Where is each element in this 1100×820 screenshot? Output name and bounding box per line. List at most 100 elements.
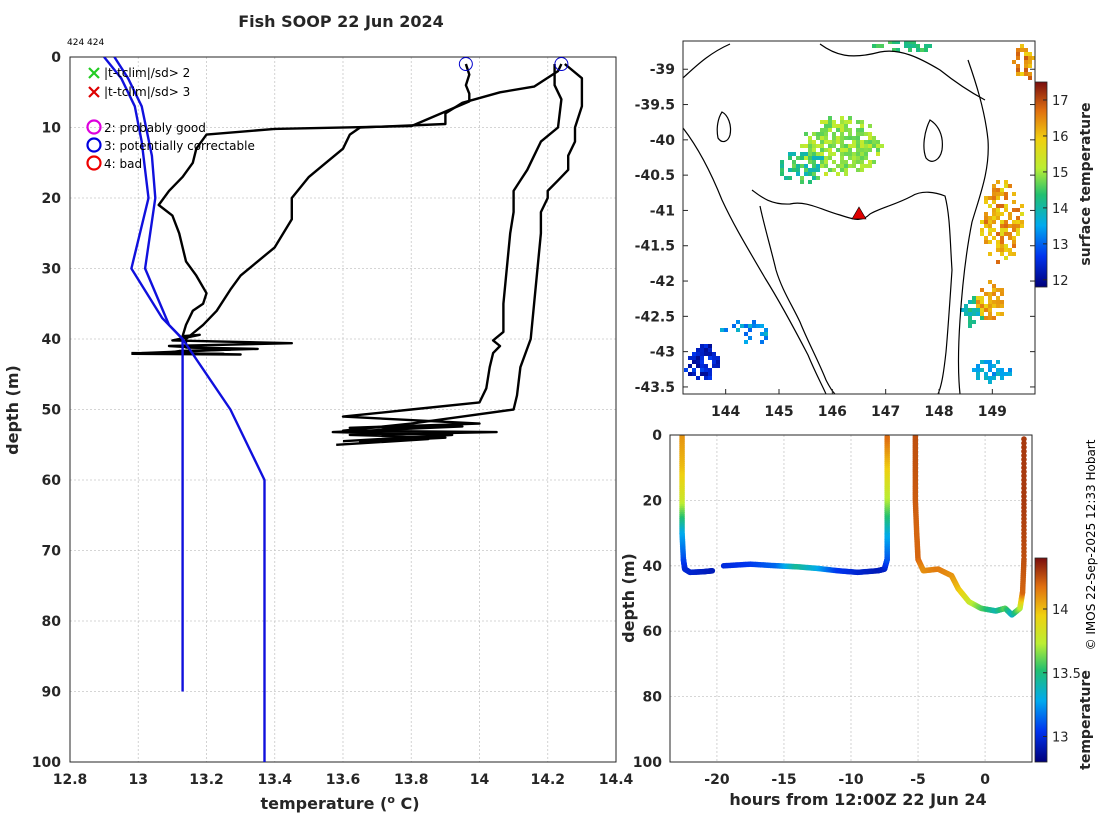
legend-x-marker [88, 67, 100, 79]
y-tick-label: 90 [42, 685, 62, 701]
sst-pixel [992, 304, 996, 308]
sst-pixel [852, 144, 856, 148]
sst-pixel [840, 136, 844, 140]
sst-pixel [1028, 52, 1032, 56]
sst-pixel [828, 116, 832, 120]
time-x-axis-label: hours from 12:00Z 22 Jun 24 [729, 790, 986, 809]
sst-pixel [972, 296, 976, 300]
sst-pixel [1008, 184, 1012, 188]
sst-pixel [1032, 56, 1035, 60]
sst-pixel [876, 44, 880, 48]
qc-circle-marker [458, 57, 473, 72]
sst-pixel [688, 356, 692, 360]
sst-pixel [744, 324, 748, 328]
depth-time-point [1021, 485, 1027, 491]
sst-pixel [712, 356, 716, 360]
sst-pixel [1016, 64, 1020, 68]
sst-pixel [1008, 368, 1012, 372]
sst-pixel [816, 132, 820, 136]
lat-tick-label: -40 [650, 133, 676, 149]
sst-pixel [1012, 60, 1016, 64]
sst-pixel [988, 364, 992, 368]
sst-pixel [988, 376, 992, 380]
sst-pixel [712, 364, 716, 368]
sst-pixel [832, 120, 836, 124]
y-tick-label: 80 [42, 614, 62, 630]
time-y-tick-label: 20 [643, 493, 663, 509]
sst-pixel [904, 41, 908, 44]
x-tick-label: 13.2 [189, 772, 224, 788]
sst-pixel [992, 228, 996, 232]
sst-pixel [1024, 68, 1028, 72]
qc-circle-marker [554, 57, 569, 72]
depth-time-point [1021, 436, 1027, 442]
sst-pixel [692, 356, 696, 360]
sst-pixel [868, 132, 872, 136]
sst-pixel [860, 164, 864, 168]
legend-circle-marker [86, 137, 102, 153]
sst-pixel [828, 168, 832, 172]
sst-pixel [876, 144, 880, 148]
sst-pixel [872, 136, 876, 140]
sst-pixel [992, 208, 996, 212]
sst-pixel [1016, 52, 1020, 56]
sst-pixel [1012, 236, 1016, 240]
sst-pixel [996, 216, 1000, 220]
sst-pixel [908, 41, 912, 44]
sst-pixel [864, 144, 868, 148]
sst-pixel [1000, 248, 1004, 252]
sst-pixel [696, 356, 700, 360]
depth-time-point [1021, 489, 1027, 496]
sst-pixel [820, 128, 824, 132]
x-tick-label: 13.8 [394, 772, 429, 788]
sst-pixel [992, 300, 996, 304]
sst-pixel [812, 176, 816, 180]
temperature-colorbar-tick-label: 13.5 [1052, 667, 1081, 682]
series-line-5 [103, 57, 184, 692]
sst-pixel [1020, 44, 1024, 48]
sst-pixel [1004, 228, 1008, 232]
sst-pixel [856, 160, 860, 164]
sst-pixel [832, 124, 836, 128]
y-tick-label: 10 [42, 121, 62, 137]
sst-pixel [880, 144, 884, 148]
sst-pixel [696, 364, 700, 368]
sst-pixel [996, 188, 1000, 192]
depth-time-point [1021, 497, 1027, 504]
sst-pixel [860, 140, 864, 144]
flinders-island [923, 119, 943, 162]
sst-pixel [812, 156, 816, 160]
depth-time-point [884, 435, 890, 440]
sst-pixel [828, 120, 832, 124]
sst-pixel [1004, 248, 1008, 252]
sst-pixel [704, 344, 708, 348]
profile-x-ticks: 12.8 13 13.2 13.4 13.6 13.8 14 14.2 14.4 [53, 772, 634, 788]
sst-pixel [736, 320, 740, 324]
depth-time-point [1021, 464, 1027, 471]
king-island [716, 111, 732, 143]
sst-pixel [1012, 240, 1016, 244]
surface-colorbar-tick-label: 13 [1052, 238, 1069, 253]
depth-time-point [1021, 460, 1027, 467]
sst-pixel [1004, 244, 1008, 248]
sst-pixel [976, 372, 980, 376]
sst-pixel [804, 164, 808, 168]
sst-pixel [1000, 228, 1004, 232]
sst-pixel [860, 160, 864, 164]
sst-pixel [984, 200, 988, 204]
sst-pixel [1000, 244, 1004, 248]
sst-pixel [1024, 48, 1028, 52]
sst-pixel [832, 144, 836, 148]
sst-pixel [840, 152, 844, 156]
sst-pixel [792, 160, 796, 164]
sst-pixel [988, 228, 992, 232]
sst-pixel [1024, 64, 1028, 68]
sst-pixel [848, 120, 852, 124]
sst-pixel [852, 152, 856, 156]
sst-pixel [1012, 252, 1016, 256]
time-y-tick-label: 60 [643, 624, 663, 640]
sst-pixel [760, 340, 764, 344]
legend-label: 3: potentially correctable [104, 139, 255, 153]
sst-pixel [984, 196, 988, 200]
sst-pixel [1028, 56, 1032, 60]
